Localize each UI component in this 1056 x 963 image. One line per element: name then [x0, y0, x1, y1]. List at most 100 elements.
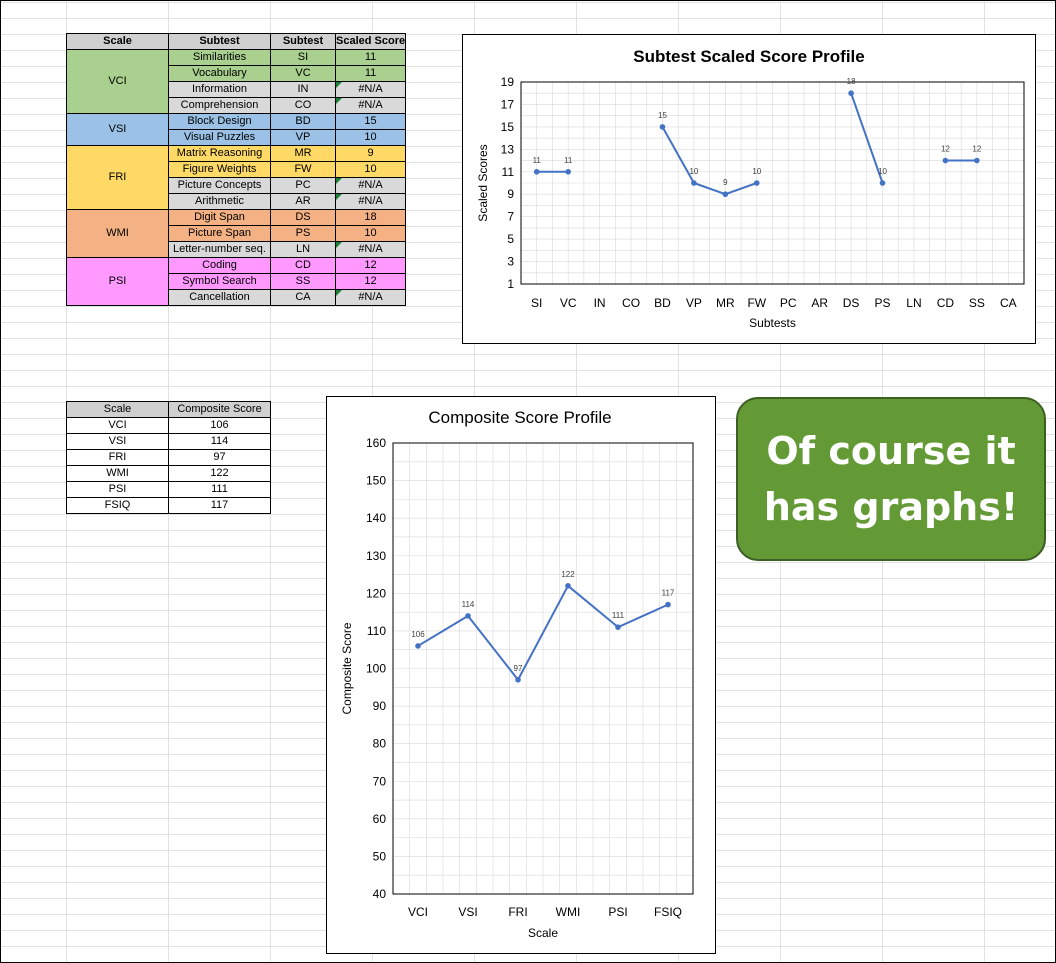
data-label: 10 — [878, 167, 887, 176]
table-row: PSI Coding CD 12 — [66, 257, 407, 306]
data-point — [665, 601, 671, 608]
composite-scale-cell[interactable]: FSIQ — [66, 497, 169, 514]
subtest-name-cell[interactable]: Similarities — [168, 49, 271, 66]
subtest-abbr-cell[interactable]: SI — [270, 49, 336, 66]
composite-profile-chart[interactable]: 40 50 60 70 80 90 100 110 120 130 140 150 160 VCI VSI F… — [326, 396, 716, 954]
table-row: Picture Concepts PC #N/A — [67, 177, 407, 194]
subtest-name-cell[interactable]: Digit Span — [168, 209, 271, 226]
scaled-score-cell[interactable]: 10 — [334, 129, 407, 146]
scale-cell[interactable]: PSI — [66, 257, 169, 306]
subtest-name-cell[interactable]: Arithmetic — [168, 193, 271, 210]
scaled-score-cell[interactable]: 10 — [334, 161, 407, 178]
subtest-abbr-cell[interactable]: IN — [270, 81, 336, 98]
subtest-name-cell[interactable]: Letter-number seq. — [168, 241, 271, 258]
subtest-abbr-cell[interactable]: PS — [270, 225, 336, 242]
table-row: WMI Digit Span DS 18 — [66, 209, 407, 258]
subtest-name-cell[interactable]: Coding — [168, 257, 271, 274]
x-tick-label: SI — [531, 296, 542, 310]
subtest-name-cell[interactable]: Visual Puzzles — [168, 129, 271, 146]
subtest-abbr-cell[interactable]: VP — [270, 129, 336, 146]
y-tick-label: 50 — [373, 849, 387, 863]
scale-cell[interactable]: VCI — [66, 49, 169, 114]
table-row: VSI Block Design BD 15 — [66, 113, 407, 146]
y-tick-label: 160 — [366, 436, 386, 450]
header-scale: Scale — [66, 401, 169, 418]
subtest-abbr-cell[interactable]: CO — [270, 97, 336, 114]
subtest-abbr-cell[interactable]: CD — [270, 257, 336, 274]
subtest-abbr-cell[interactable]: MR — [270, 145, 336, 162]
subtest-abbr-cell[interactable]: PC — [270, 177, 336, 194]
scaled-score-cell[interactable]: #N/A — [334, 289, 407, 306]
callout-box: Of course it has graphs! — [736, 397, 1046, 561]
header-subtest-name: Subtest — [168, 33, 271, 50]
scaled-score-cell[interactable]: #N/A — [334, 177, 407, 194]
y-tick-label: 80 — [373, 737, 387, 751]
subtest-abbr-cell[interactable]: CA — [270, 289, 336, 306]
subtest-name-cell[interactable]: Picture Span — [168, 225, 271, 242]
subtest-name-cell[interactable]: Symbol Search — [168, 273, 271, 290]
table-row: FRI Matrix Reasoning MR 9 — [66, 145, 407, 210]
subtest-abbr-cell[interactable]: FW — [270, 161, 336, 178]
composite-scale-cell[interactable]: PSI — [66, 481, 169, 498]
scaled-score-cell[interactable]: 15 — [334, 113, 407, 130]
scaled-score-cell[interactable]: #N/A — [334, 81, 407, 98]
subtest-name-cell[interactable]: Picture Concepts — [168, 177, 271, 194]
subtest-abbr-cell[interactable]: LN — [270, 241, 336, 258]
subtest-name-cell[interactable]: Figure Weights — [168, 161, 271, 178]
scale-cell[interactable]: VSI — [66, 113, 169, 146]
data-label: 122 — [561, 570, 575, 579]
data-point — [565, 168, 571, 175]
scaled-score-cell[interactable]: 11 — [334, 65, 407, 82]
composite-score-cell[interactable]: 122 — [168, 465, 271, 482]
composite-chart-svg: 40 50 60 70 80 90 100 110 120 130 140 150 160 VCI VSI F… — [340, 408, 694, 940]
composite-scale-cell[interactable]: FRI — [66, 449, 169, 466]
subtest-abbr-cell[interactable]: AR — [270, 193, 336, 210]
composite-score-cell[interactable]: 97 — [168, 449, 271, 466]
y-tick-label: 11 — [502, 165, 515, 179]
composite-scale-cell[interactable]: VSI — [66, 433, 169, 450]
composite-score-table: Scale Composite Score VCI 106 VSI 114 FRI 97 W… — [66, 401, 271, 514]
composite-score-cell[interactable]: 111 — [168, 481, 271, 498]
chart-title: Subtest Scaled Score Profile — [633, 47, 864, 66]
y-tick-label: 9 — [507, 187, 514, 201]
scaled-score-cell[interactable]: #N/A — [334, 193, 407, 210]
subtest-abbr-cell[interactable]: BD — [270, 113, 336, 130]
x-tick-label: CD — [937, 296, 955, 310]
x-tick-label: PC — [780, 296, 797, 310]
x-tick-label: SS — [969, 296, 985, 310]
data-label: 111 — [612, 611, 625, 620]
scaled-score-cell[interactable]: 9 — [334, 145, 407, 162]
composite-scale-cell[interactable]: VCI — [66, 417, 169, 434]
scaled-score-cell[interactable]: #N/A — [334, 241, 407, 258]
scale-cell[interactable]: FRI — [66, 145, 169, 210]
scaled-score-cell[interactable]: 10 — [334, 225, 407, 242]
subtest-name-cell[interactable]: Information — [168, 81, 271, 98]
composite-score-cell[interactable]: 114 — [168, 433, 271, 450]
x-tick-label: BD — [654, 296, 671, 310]
scaled-score-cell[interactable]: 11 — [334, 49, 407, 66]
subtest-name-cell[interactable]: Cancellation — [168, 289, 271, 306]
data-label: 114 — [462, 600, 475, 609]
subtest-name-cell[interactable]: Block Design — [168, 113, 271, 130]
scaled-score-cell[interactable]: 18 — [334, 209, 407, 226]
subtest-abbr-cell[interactable]: VC — [270, 65, 336, 82]
scale-cell[interactable]: WMI — [66, 209, 169, 258]
subtest-name-cell[interactable]: Comprehension — [168, 97, 271, 114]
scaled-score-cell[interactable]: 12 — [334, 273, 407, 290]
chart-title: Composite Score Profile — [428, 408, 611, 427]
subtest-abbr-cell[interactable]: DS — [270, 209, 336, 226]
table-row: Vocabulary VC 11 — [67, 65, 407, 82]
scaled-score-cell[interactable]: 12 — [334, 257, 407, 274]
composite-score-cell[interactable]: 117 — [168, 497, 271, 514]
composite-score-cell[interactable]: 106 — [168, 417, 271, 434]
table-row: Symbol Search SS 12 — [67, 273, 407, 290]
subtest-abbr-cell[interactable]: SS — [270, 273, 336, 290]
data-label: 12 — [941, 145, 950, 154]
composite-scale-cell[interactable]: WMI — [66, 465, 169, 482]
subtest-name-cell[interactable]: Vocabulary — [168, 65, 271, 82]
subtest-profile-chart[interactable]: 1 3 5 7 9 11 13 15 17 19 SI VC IN CO BD VP MR FW PC AR DS PS L… — [462, 34, 1036, 344]
subtest-name-cell[interactable]: Matrix Reasoning — [168, 145, 271, 162]
scaled-score-cell[interactable]: #N/A — [334, 97, 407, 114]
x-tick-label: VSI — [458, 905, 477, 919]
x-tick-label: FW — [747, 296, 766, 310]
